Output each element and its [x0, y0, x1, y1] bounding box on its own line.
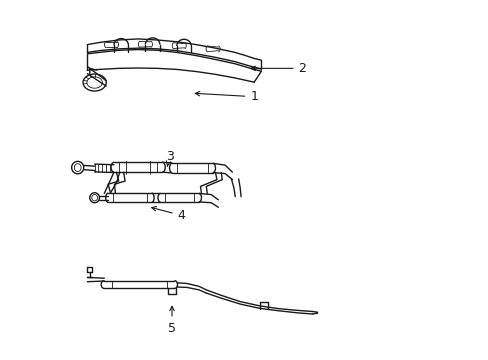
Text: 2: 2: [250, 62, 306, 75]
Text: 1: 1: [195, 90, 258, 103]
Text: 5: 5: [168, 306, 176, 335]
Text: 4: 4: [151, 207, 185, 222]
Text: 3: 3: [165, 150, 173, 166]
